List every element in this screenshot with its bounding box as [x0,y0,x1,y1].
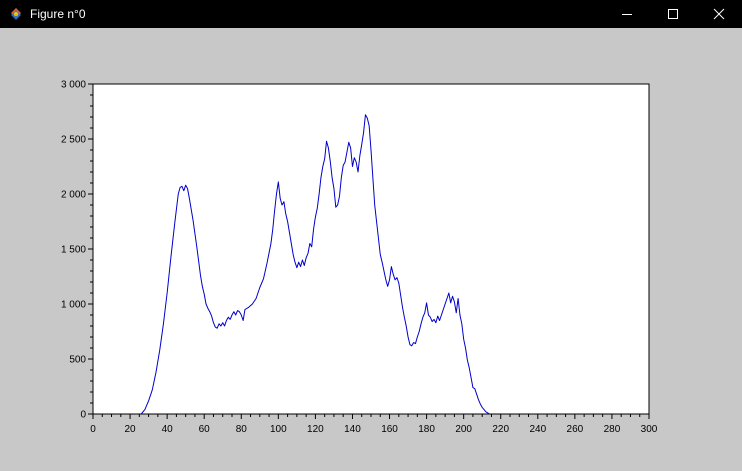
y-tick-label: 1 000 [61,300,86,311]
x-tick-label: 260 [567,424,584,435]
close-icon [713,8,725,20]
y-tick-label: 500 [69,355,86,366]
y-tick-label: 2 000 [61,190,86,201]
y-tick-label: 0 [80,410,86,421]
x-tick-label: 200 [455,424,472,435]
x-tick-label: 120 [307,424,324,435]
x-tick-label: 240 [529,424,546,435]
y-tick-label: 1 500 [61,245,86,256]
series-layer [140,114,490,415]
x-tick-label: 100 [270,424,287,435]
x-tick-label: 160 [381,424,398,435]
y-tick-label: 3 000 [61,80,86,91]
minimize-icon [622,14,632,15]
x-tick-label: 60 [199,424,211,435]
x-tick-label: 180 [418,424,435,435]
x-tick-label: 280 [604,424,621,435]
minimize-button[interactable] [604,0,650,28]
y-tick-label: 2 500 [61,135,86,146]
x-tick-label: 20 [125,424,137,435]
plot-area [92,83,650,415]
x-tick-label: 220 [492,424,509,435]
window-title: Figure n°0 [30,7,86,21]
close-button[interactable] [696,0,742,28]
title-bar[interactable]: Figure n°0 [0,0,742,28]
scilab-icon [11,8,21,20]
x-tick-label: 300 [641,424,658,435]
x-tick-label: 40 [162,424,174,435]
x-tick-label: 140 [344,424,361,435]
x-tick-label: 0 [90,424,96,435]
y-axis: 0 500 1 000 1 500 2 000 2 500 3 000 [61,80,93,421]
series-line [140,114,490,415]
x-tick-label: 80 [236,424,248,435]
maximize-icon [668,9,678,19]
x-axis: 0 20 40 60 80 100 120 140 160 180 200 220 240 260 280 3… [90,414,658,435]
maximize-button[interactable] [650,0,696,28]
